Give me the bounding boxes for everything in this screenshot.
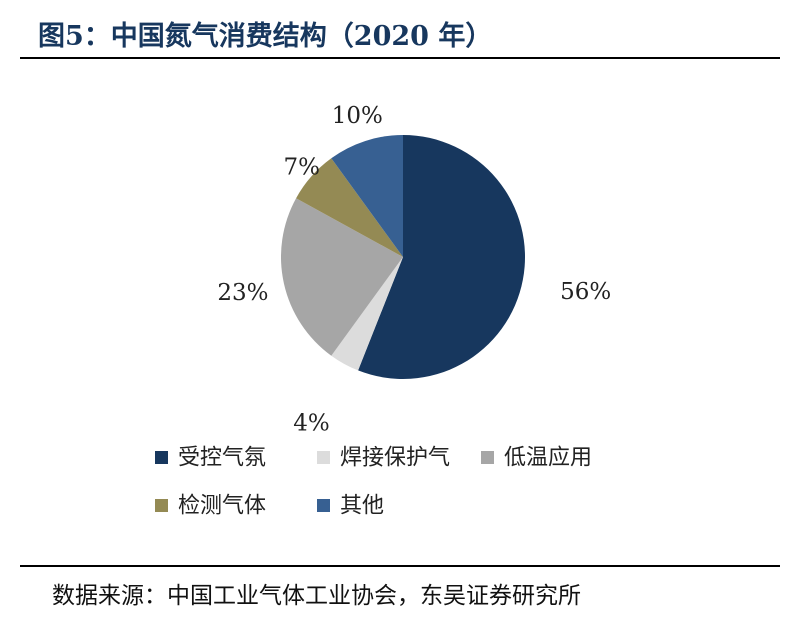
pie-slice [331, 257, 403, 371]
source-rule [20, 565, 780, 567]
pie-slices [281, 134, 526, 380]
pie-slice [358, 134, 526, 380]
pie-slice [296, 158, 403, 257]
pie-slice [331, 135, 403, 257]
legend-label: 受控气氛 [178, 446, 266, 471]
legend-label: 焊接保护气 [340, 446, 450, 471]
slice-value-label: 10% [332, 103, 383, 129]
legend-swatch [155, 499, 168, 512]
figure-title: 图5：中国氮气消费结构（2020 年） [38, 21, 493, 52]
legend-label: 检测气体 [178, 494, 266, 519]
title-rule [20, 57, 780, 59]
slice-value-label: 7% [283, 155, 320, 181]
slice-value-label: 4% [293, 411, 330, 437]
source-note: 数据来源：中国工业气体工业协会，东吴证券研究所 [52, 583, 581, 609]
legend-swatch [317, 499, 330, 512]
slice-value-label: 23% [217, 280, 268, 306]
legend-label: 低温应用 [504, 446, 592, 471]
slice-value-labels: 56% 4% 23% 7% 10% [217, 103, 611, 436]
legend-label: 其他 [340, 494, 384, 519]
pie-slice [281, 198, 403, 356]
legend-swatch [481, 451, 494, 464]
legend-swatch [155, 451, 168, 464]
slice-value-label: 56% [560, 279, 611, 305]
legend-swatch [317, 451, 330, 464]
